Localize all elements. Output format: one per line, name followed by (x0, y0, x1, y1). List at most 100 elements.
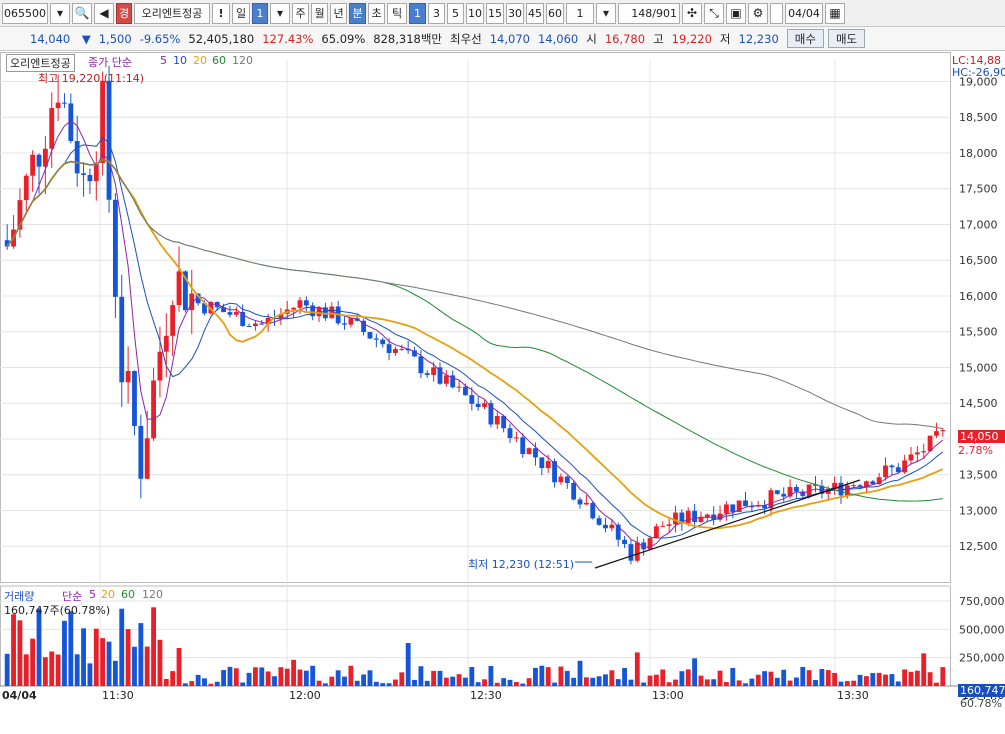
candle-body (259, 323, 265, 325)
sell-button[interactable]: 매도 (827, 29, 866, 48)
volume-bar (36, 608, 42, 686)
tab-month[interactable]: 월 (311, 2, 328, 24)
interval-10[interactable]: 10 (466, 2, 484, 24)
volume-bar (469, 666, 475, 686)
open-price: 16,780 (604, 31, 646, 46)
interval-1[interactable]: 1 (409, 2, 426, 24)
volume-bar (889, 674, 895, 686)
volume-bar (851, 680, 857, 686)
candle-body (533, 448, 538, 458)
candle-body (189, 293, 195, 311)
candle-body (240, 311, 246, 327)
buy-button[interactable]: 매수 (786, 29, 824, 48)
volume-bar (62, 620, 67, 686)
candle-body (934, 431, 939, 436)
candle-body (914, 452, 920, 455)
volume-bar (240, 682, 246, 686)
volume-bar (857, 674, 863, 686)
count-input[interactable]: 148/901 (618, 2, 680, 24)
volume-bar (125, 629, 131, 686)
volume-bar (418, 666, 424, 686)
price-axis-label: 17,000 (959, 218, 998, 231)
volume-bar (55, 654, 61, 686)
volume-bar (590, 677, 596, 686)
calendar-icon[interactable]: ▦ (825, 2, 845, 24)
speaker-icon[interactable]: ◀ (94, 2, 114, 24)
ma20-label: 20 (193, 54, 207, 67)
interval-15[interactable]: 15 (486, 2, 504, 24)
tab-second[interactable]: 초 (368, 2, 385, 24)
volume-bar (813, 679, 818, 686)
volume-bar (832, 672, 838, 686)
volume-bar (819, 668, 825, 686)
volume-bar (736, 680, 742, 686)
candle-body (74, 141, 80, 174)
alert-button[interactable]: ! (212, 2, 230, 24)
interval-45[interactable]: 45 (526, 2, 544, 24)
current-price: 14,040 ▼ (30, 31, 91, 46)
tab-minute[interactable]: 분 (349, 2, 366, 24)
volume-bar (660, 669, 666, 686)
candle-body (310, 305, 316, 317)
tab-week[interactable]: 주 (292, 2, 309, 24)
volume-bar (507, 679, 513, 686)
candle-body (437, 367, 443, 384)
dropdown-arrow-icon[interactable]: ▾ (50, 2, 70, 24)
gear-icon[interactable]: ⚙ (748, 2, 768, 24)
candle-body (431, 367, 437, 375)
price-axis-label: 18,500 (959, 111, 998, 124)
volume-bar (278, 667, 284, 686)
price-axis-label: 13,500 (959, 469, 998, 482)
volume-bar (386, 683, 392, 686)
period-day-button[interactable]: 일 (232, 2, 250, 24)
tab-tick[interactable]: 틱 (387, 2, 407, 24)
search-icon[interactable]: 🔍 (72, 2, 92, 24)
volume-bar (717, 670, 723, 686)
price-chart[interactable]: 19,000 18,500 18,000 17,500 17,000 16,500 16,0… (0, 52, 1005, 731)
candle-body (112, 199, 118, 297)
candle-body (603, 524, 608, 529)
grid-tool-icon[interactable]: ✣ (682, 2, 702, 24)
price-axis-label: 16,500 (959, 254, 998, 267)
volume-bar (265, 671, 271, 686)
candle-body (628, 544, 634, 561)
chart-area[interactable]: 19,000 18,500 18,000 17,500 17,000 16,500 16,0… (0, 52, 1005, 731)
interval-5[interactable]: 5 (447, 2, 464, 24)
volume-bar (23, 654, 29, 686)
tab-year[interactable]: 년 (330, 2, 347, 24)
candle-body (851, 485, 857, 487)
custom-interval-input[interactable]: 1 (566, 2, 594, 24)
date-input[interactable]: 04/04 (785, 2, 823, 24)
period-num[interactable]: 1 (252, 2, 268, 24)
ma10-line (6, 136, 944, 539)
candle-body (488, 403, 494, 425)
candle-body (749, 506, 755, 508)
candle-body (463, 386, 468, 396)
interval-30[interactable]: 30 (506, 2, 524, 24)
price-change-pct: -9.65% (139, 31, 181, 46)
chevron-down-icon[interactable]: ▾ (270, 2, 290, 24)
line-tool-icon[interactable]: ⤡ (704, 2, 724, 24)
volume-bar (730, 667, 736, 686)
stock-code-input[interactable]: 065500 (2, 2, 48, 24)
chart-stock-name[interactable]: 오리엔트정공 (6, 54, 75, 72)
interval-3[interactable]: 3 (428, 2, 445, 24)
volume-bar (17, 620, 23, 686)
volume-bar (488, 666, 494, 686)
candle-body (208, 302, 214, 314)
ask-price: 14,070 (489, 31, 530, 46)
candle-body (653, 526, 659, 539)
interval-60[interactable]: 60 (546, 2, 564, 24)
volume-bar (463, 677, 468, 686)
volume-bar (367, 670, 373, 686)
candle-body (832, 482, 838, 489)
save-icon[interactable]: ▣ (726, 2, 746, 24)
candle-body (717, 513, 723, 520)
candle-body (908, 454, 914, 461)
date-checkbox[interactable] (770, 2, 783, 24)
chevron-down-icon[interactable]: ▾ (596, 2, 616, 24)
candle-body (297, 300, 303, 308)
candle-body (138, 425, 144, 479)
low-price: 12,230 (738, 31, 779, 46)
volume-bar (539, 665, 545, 686)
